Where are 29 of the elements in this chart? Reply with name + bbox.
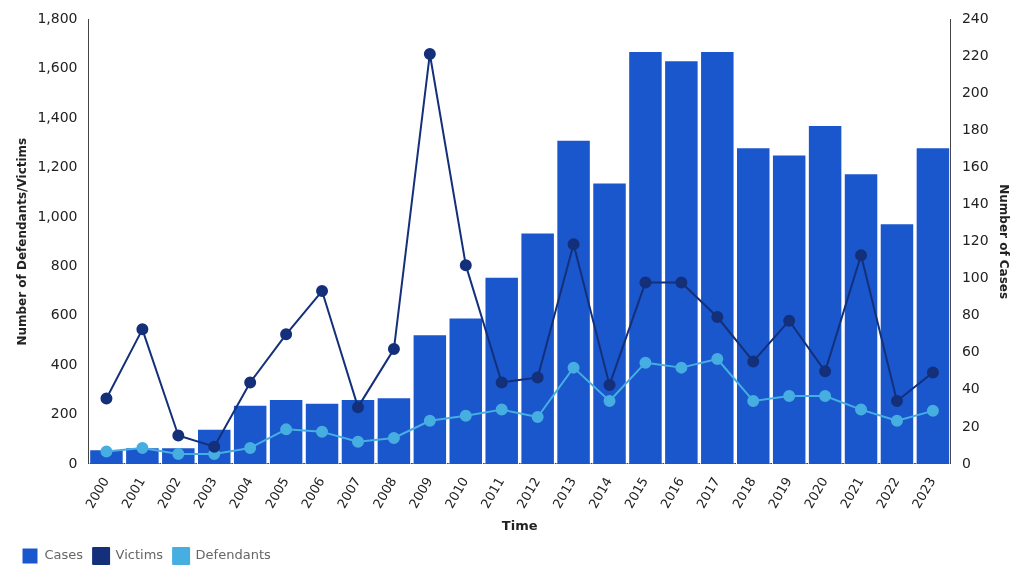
y2-tick-label: 0 <box>961 454 971 471</box>
legend-label: Victims <box>115 547 164 563</box>
y2-tick-label: 120 <box>961 232 989 249</box>
x-axis-title: Time <box>501 517 538 533</box>
y-tick-label: 1,800 <box>37 10 78 27</box>
y2-tick-label: 80 <box>961 306 980 323</box>
y-tick-label: 800 <box>50 257 78 274</box>
y2-tick-label: 100 <box>961 269 989 286</box>
y2-tick-label: 20 <box>961 417 980 434</box>
y-tick-label: 1,400 <box>37 108 78 125</box>
y-tick-label: 1,600 <box>37 59 78 76</box>
y2-tick-label: 220 <box>961 47 989 64</box>
y-tick-label: 200 <box>50 405 78 422</box>
legend-label: Cases <box>44 547 84 563</box>
y2-tick-label: 180 <box>961 121 989 138</box>
y-tick-label: 400 <box>50 355 78 372</box>
y-axis-title: Number of Defendants/Victims <box>15 137 30 346</box>
y2-tick-label: 200 <box>961 84 989 101</box>
y2-tick-label: 240 <box>961 10 989 27</box>
y2-tick-label: 40 <box>961 380 980 397</box>
y2-tick-label: 60 <box>961 343 980 360</box>
y-tick-label: 0 <box>68 454 78 471</box>
y-tick-label: 600 <box>50 306 78 323</box>
y2-axis-title: Number of Cases <box>996 184 1011 300</box>
legend-label: Defendants <box>195 547 271 563</box>
y-tick-label: 1,000 <box>37 207 78 224</box>
y2-tick-label: 140 <box>961 195 989 212</box>
y-tick-label: 1,200 <box>37 158 78 175</box>
y2-tick-label: 160 <box>961 158 989 175</box>
